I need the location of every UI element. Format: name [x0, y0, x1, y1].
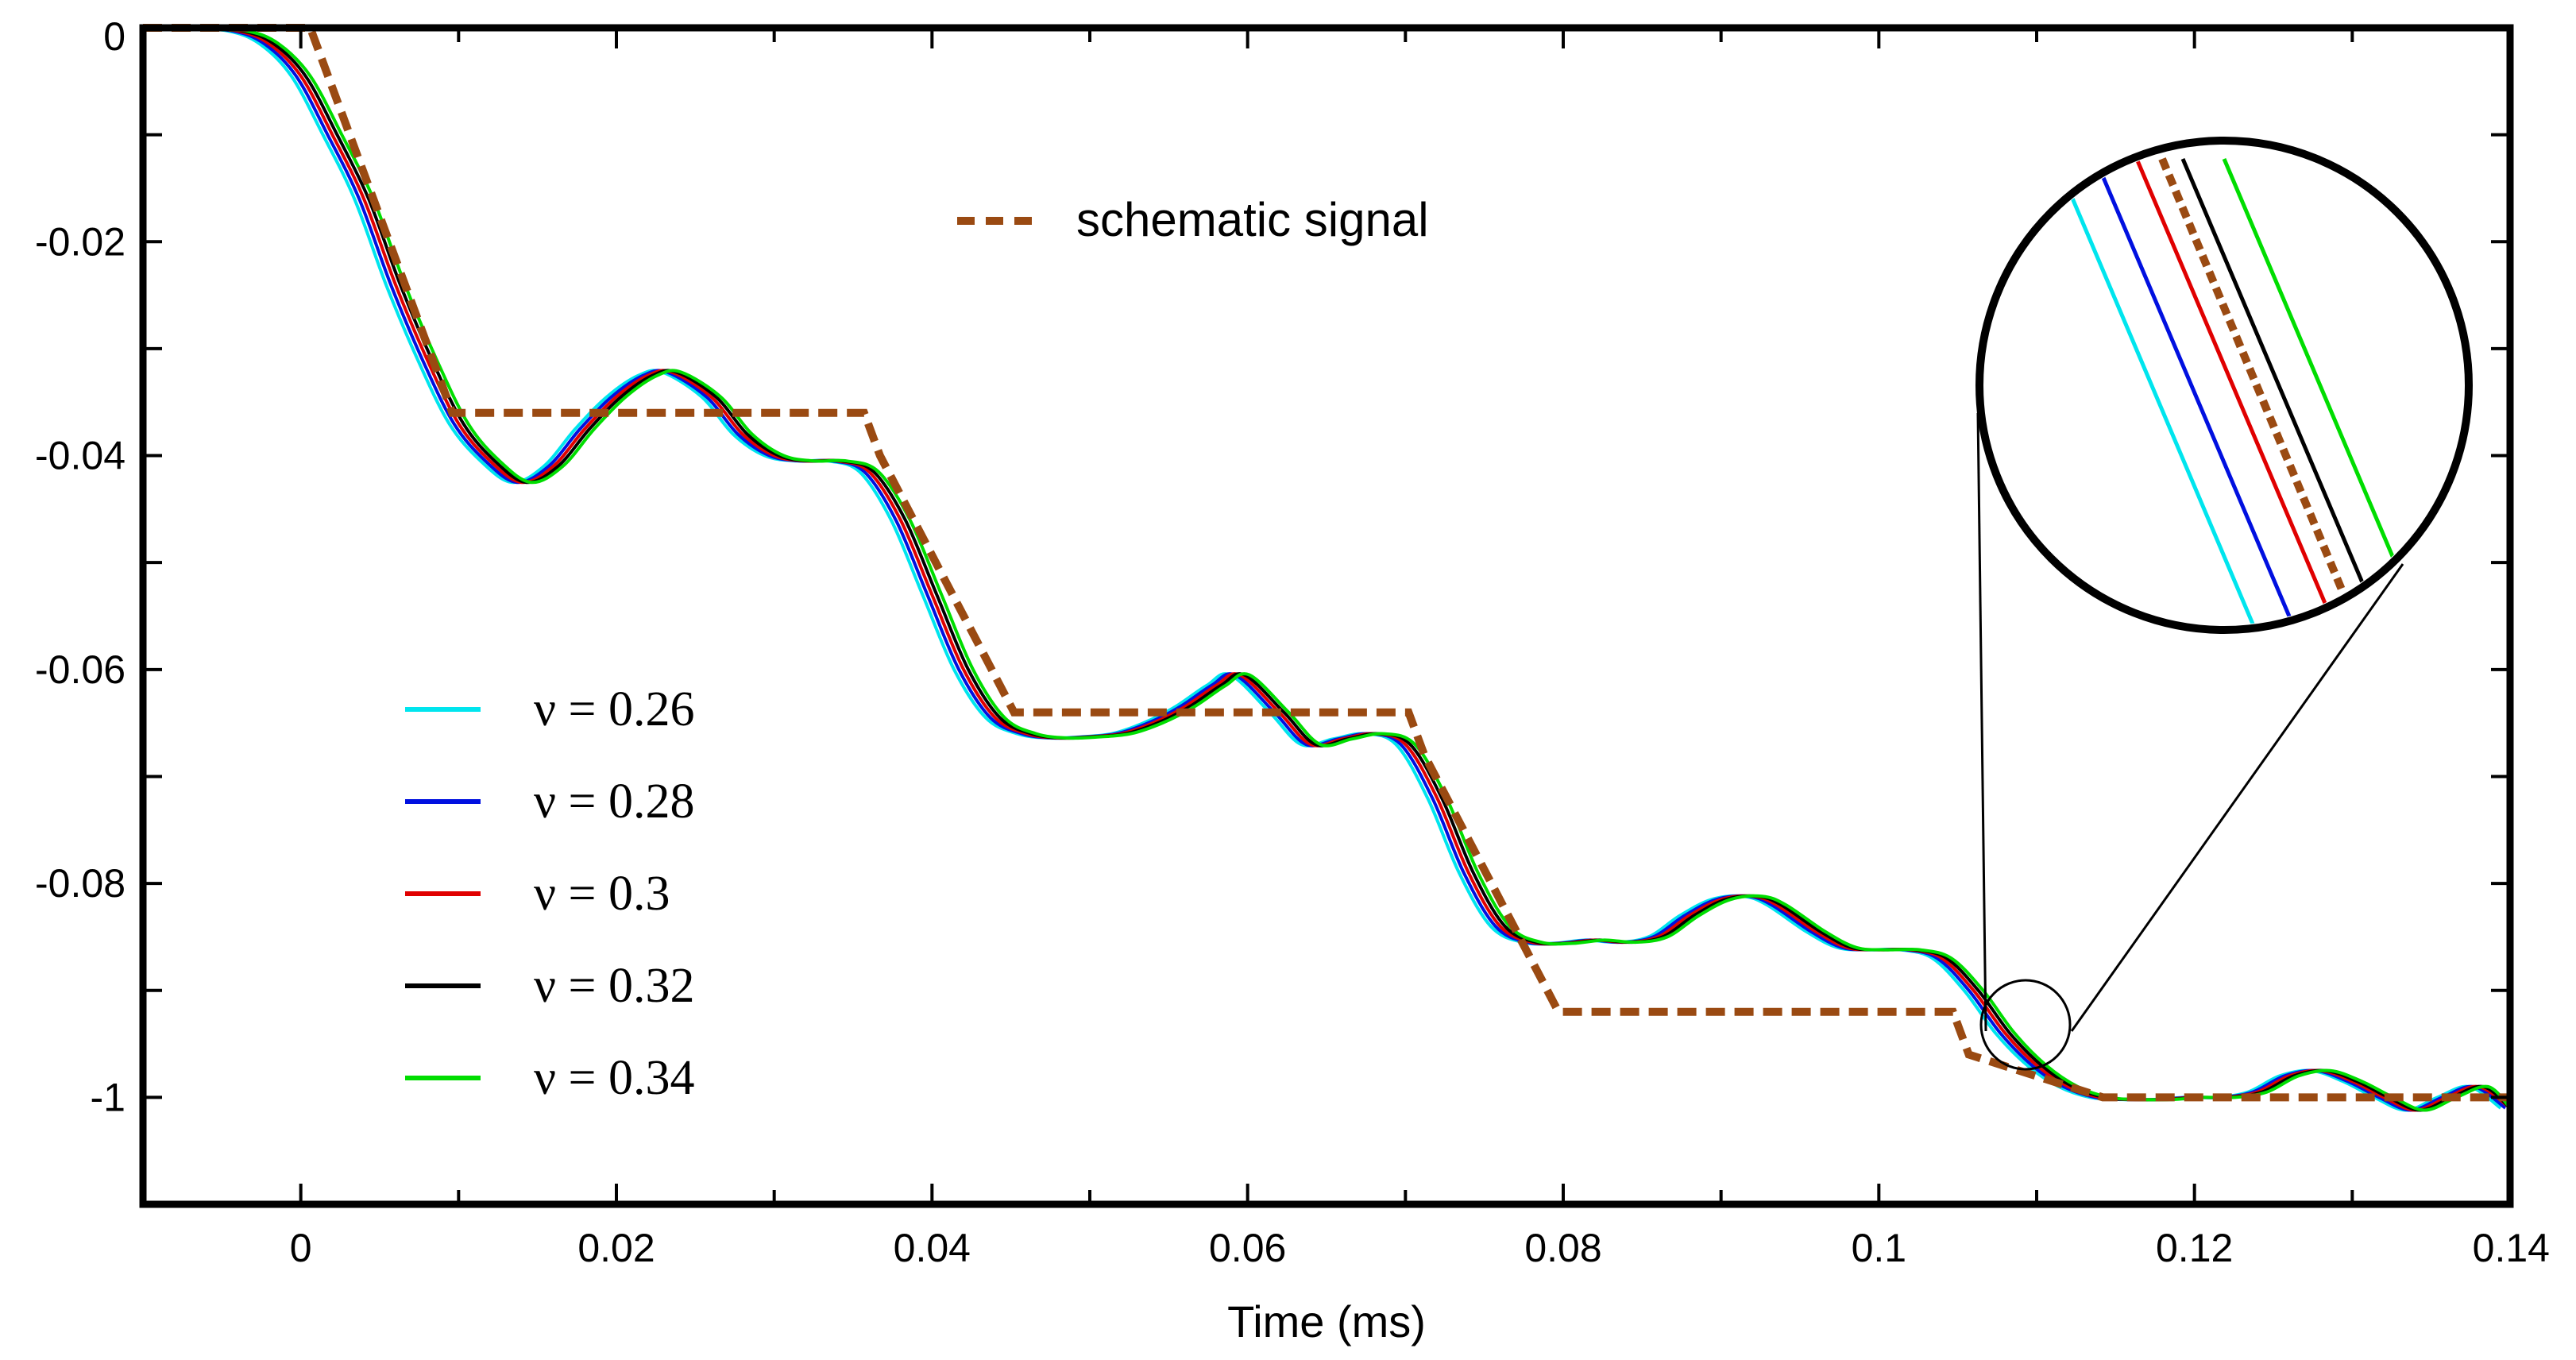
x-tick-label: 0.12 [2156, 1226, 2233, 1270]
zoom-connector-left [1976, 412, 1987, 1032]
x-axis-title: Time (ms) [1227, 1296, 1426, 1346]
y-tick-label: -0.06 [35, 647, 126, 692]
inset-line-0 [2053, 158, 2257, 625]
inset-line-2 [2134, 158, 2338, 625]
x-tick-label: 0 [290, 1226, 312, 1270]
legend: ν = 0.26 ν = 0.28 ν = 0.3 ν = 0.32 ν = 0.34 [405, 682, 695, 1105]
x-tick-label: 0.14 [2473, 1226, 2550, 1270]
legend-label-2: ν = 0.3 [534, 867, 670, 921]
series-line-4 [199, 26, 2512, 1112]
x-tick-label: 0.1 [1852, 1226, 1907, 1270]
inset-line-4 [2180, 158, 2384, 625]
x-tick-label: 0.06 [1209, 1226, 1286, 1270]
plot-frame [139, 24, 2514, 1208]
schematic-signal [143, 24, 2510, 1102]
y-tick-label: 0 [103, 14, 126, 59]
y-tick-label: -0.04 [35, 434, 126, 478]
schematic-legend-label: schematic signal [1076, 193, 1429, 246]
legend-label-1: ν = 0.28 [534, 775, 695, 829]
x-tick-label: 0.08 [1524, 1226, 1601, 1270]
x-tick-labels: 0 0.02 0.04 0.06 0.08 0.1 0.12 0.14 [290, 1226, 2550, 1270]
zoom-inset [1975, 137, 2473, 1071]
y-tick-label: -1 [91, 1075, 126, 1119]
legend-label-4: ν = 0.34 [534, 1051, 695, 1105]
schematic-signal-line [143, 24, 2510, 1102]
legend-label-0: ν = 0.26 [534, 682, 695, 736]
x-tick-label: 0.02 [577, 1226, 655, 1270]
zoom-source-circle [1979, 979, 2072, 1071]
inset-line-3 [2158, 157, 2362, 625]
y-tick-label: -0.08 [35, 861, 126, 906]
inset-line-5 [2222, 158, 2425, 625]
x-tick-label: 0.04 [894, 1226, 971, 1270]
y-tick-labels: 0 -0.02 -0.04 -0.06 -0.08 -1 [35, 14, 126, 1119]
legend-label-3: ν = 0.32 [534, 959, 695, 1013]
schematic-legend: schematic signal [957, 193, 1429, 246]
zoom-circle [1975, 137, 2473, 634]
zoom-connector-right [2070, 563, 2404, 1032]
y-tick-label: -0.02 [35, 219, 126, 264]
inset-line-1 [2093, 158, 2296, 625]
zoom-inset-lines [2053, 157, 2425, 625]
